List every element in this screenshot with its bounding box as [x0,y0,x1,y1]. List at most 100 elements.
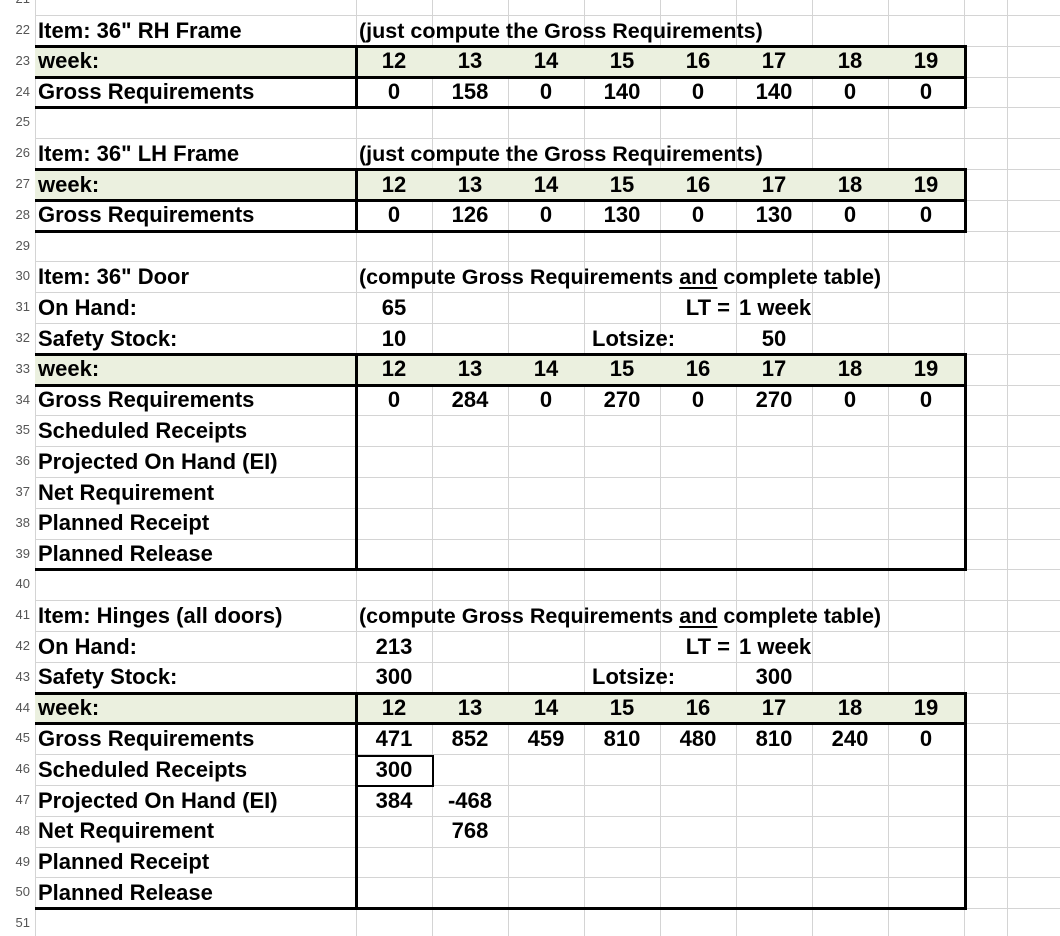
table-cell[interactable] [356,816,432,847]
week-number[interactable]: 13 [457,356,483,382]
row-label[interactable]: Scheduled Receipts [38,417,248,443]
table-cell[interactable]: 852 [451,725,489,751]
row-header[interactable]: 29 [15,238,30,253]
week-number[interactable]: 18 [837,48,863,74]
week-number[interactable]: 15 [609,695,635,721]
row-header[interactable]: 38 [15,515,30,530]
table-cell[interactable] [736,539,812,570]
table-cell[interactable]: 0 [919,79,933,105]
table-cell[interactable] [812,447,888,478]
item-title[interactable]: Item: 36" RH Frame [38,17,242,43]
row-header[interactable]: 23 [15,53,30,68]
table-cell[interactable]: 0 [919,725,933,751]
week-number[interactable]: 12 [381,171,407,197]
table-cell[interactable] [888,847,964,878]
table-cell[interactable] [584,416,660,447]
table-cell[interactable] [660,755,736,786]
week-number[interactable]: 16 [685,171,711,197]
table-cell[interactable] [736,847,812,878]
week-label[interactable]: week: [38,171,100,197]
table-cell[interactable] [508,816,584,847]
table-cell[interactable] [888,786,964,817]
table-cell[interactable]: 270 [603,387,641,413]
row-label[interactable]: Net Requirement [38,479,215,505]
lotsize-value[interactable]: 50 [761,325,787,351]
week-number[interactable]: 14 [533,356,559,382]
table-cell[interactable]: 0 [919,387,933,413]
row-header[interactable]: 48 [15,823,30,838]
instruction-note[interactable]: (just compute the Gross Requirements) [356,139,964,170]
week-number[interactable]: 17 [761,171,787,197]
instruction-note[interactable]: (just compute the Gross Requirements) [356,16,964,47]
table-cell[interactable]: 0 [691,387,705,413]
week-number[interactable]: 15 [609,48,635,74]
week-number[interactable]: 17 [761,356,787,382]
week-label[interactable]: week: [38,356,100,382]
table-cell[interactable] [812,786,888,817]
row-header[interactable]: 40 [15,576,30,591]
lead-time-value[interactable]: 1 week [739,294,812,320]
lotsize-label[interactable]: Lotsize: [592,325,676,351]
week-number[interactable]: 13 [457,48,483,74]
table-cell[interactable] [356,447,432,478]
row-header[interactable]: 51 [15,915,30,930]
table-cell[interactable] [888,539,964,570]
table-cell[interactable] [584,508,660,539]
table-cell[interactable] [888,816,964,847]
row-header[interactable]: 25 [15,114,30,129]
table-cell[interactable] [812,508,888,539]
table-cell[interactable] [660,878,736,909]
row-header[interactable]: 50 [15,884,30,899]
table-cell[interactable] [432,539,508,570]
week-number[interactable]: 18 [837,356,863,382]
table-cell[interactable] [812,878,888,909]
row-header[interactable]: 45 [15,730,30,745]
table-cell[interactable] [584,447,660,478]
row-label[interactable]: Planned Receipt [38,849,210,875]
week-number[interactable]: 12 [381,695,407,721]
table-cell[interactable]: 0 [843,202,857,228]
item-title[interactable]: Item: 36" LH Frame [38,140,240,166]
table-cell[interactable] [584,816,660,847]
table-cell[interactable] [432,878,508,909]
table-cell[interactable] [432,478,508,509]
item-title[interactable]: Item: 36" Door [38,263,190,289]
table-cell[interactable] [508,447,584,478]
table-cell[interactable]: 768 [451,818,489,844]
row-label[interactable]: Planned Receipt [38,510,210,536]
table-cell[interactable] [888,447,964,478]
table-cell[interactable]: 810 [755,725,793,751]
week-number[interactable]: 15 [609,171,635,197]
item-title[interactable]: Item: Hinges (all doors) [38,602,283,628]
week-label[interactable]: week: [38,48,100,74]
table-cell[interactable]: 130 [603,202,641,228]
table-cell[interactable] [812,755,888,786]
week-number[interactable]: 19 [913,48,939,74]
table-cell[interactable] [432,416,508,447]
table-cell[interactable] [584,786,660,817]
table-cell[interactable] [812,539,888,570]
table-cell[interactable] [508,755,584,786]
lead-time-value[interactable]: 1 week [739,633,812,659]
row-header[interactable]: 37 [15,484,30,499]
row-label[interactable]: Gross Requirements [38,202,255,228]
week-number[interactable]: 19 [913,356,939,382]
table-cell[interactable]: 300 [375,756,413,782]
lead-time-label[interactable]: LT = [685,294,730,320]
row-header[interactable]: 24 [15,84,30,99]
table-cell[interactable]: 284 [451,387,489,413]
row-label[interactable]: Gross Requirements [38,79,255,105]
row-header[interactable]: 36 [15,453,30,468]
row-header[interactable]: 22 [15,22,30,37]
table-cell[interactable]: 0 [387,202,401,228]
week-number[interactable]: 17 [761,695,787,721]
table-cell[interactable] [508,508,584,539]
row-label[interactable]: Projected On Hand (EI) [38,448,278,474]
row-label[interactable]: Net Requirement [38,818,215,844]
table-cell[interactable] [812,478,888,509]
row-header[interactable]: 43 [15,669,30,684]
table-cell[interactable] [356,878,432,909]
table-cell[interactable]: 0 [539,387,553,413]
table-cell[interactable]: 384 [375,787,413,813]
row-header[interactable]: 39 [15,546,30,561]
